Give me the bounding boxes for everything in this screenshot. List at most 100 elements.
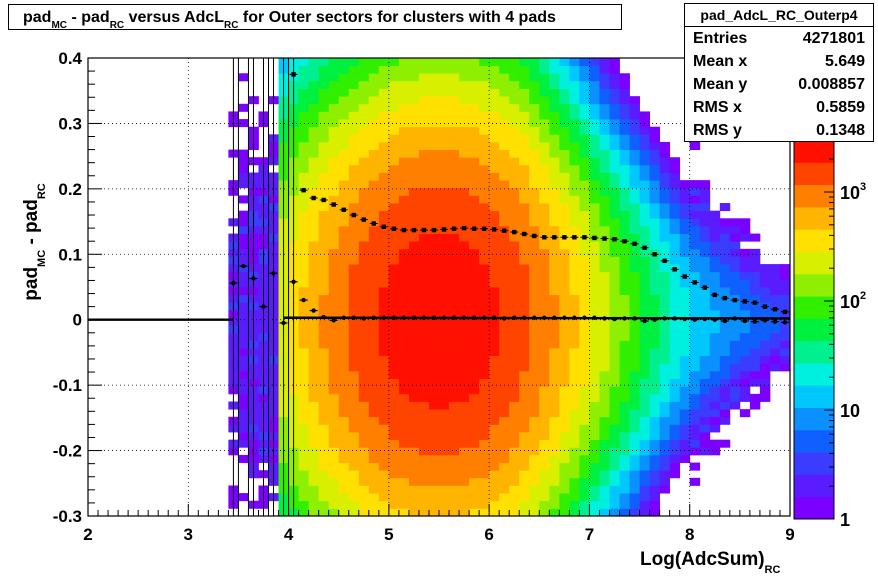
heatmap-cell	[308, 164, 320, 173]
heatmap-cell	[308, 325, 320, 334]
heatmap-cell	[368, 203, 380, 212]
heatmap-cell	[378, 424, 390, 433]
heatmap-cell	[408, 126, 420, 135]
heatmap-cell	[308, 309, 320, 318]
heatmap-cell	[649, 493, 661, 502]
heatmap-cell	[509, 172, 520, 181]
heatmap-cell	[699, 439, 711, 448]
heatmap-cell	[499, 477, 510, 486]
heatmap-cell	[599, 218, 610, 227]
heatmap-cell	[609, 386, 620, 395]
heatmap-cell	[338, 493, 350, 502]
heatmap-cell	[669, 363, 681, 372]
heatmap-cell	[659, 317, 671, 326]
heatmap-cell	[459, 401, 470, 410]
heatmap-cell	[579, 256, 590, 265]
heatmap-cell	[308, 439, 320, 448]
heatmap-cell	[619, 500, 630, 509]
heatmap-cell	[469, 355, 480, 364]
heatmap-cell	[519, 340, 530, 349]
heatmap-cell	[569, 126, 580, 135]
heatmap-cell	[459, 439, 470, 448]
heatmap-cell	[639, 416, 650, 425]
heatmap-cell	[308, 256, 320, 265]
heatmap-cell	[348, 363, 360, 372]
heatmap-cell	[238, 378, 249, 387]
heatmap-cell	[699, 218, 711, 227]
heatmap-cell	[338, 294, 350, 303]
heatmap-cell	[529, 111, 540, 120]
heatmap-cell	[368, 409, 380, 418]
heatmap-cell	[378, 111, 390, 120]
heatmap-cell	[428, 271, 440, 280]
mean-point-marker	[331, 318, 336, 323]
heatmap-cell	[539, 409, 550, 418]
heatmap-cell	[469, 416, 480, 425]
heatmap-cell	[609, 500, 620, 509]
heatmap-cell	[388, 401, 400, 410]
heatmap-cell	[408, 279, 420, 288]
heatmap-cell	[348, 508, 360, 517]
heatmap-cell	[469, 432, 480, 441]
heatmap-cell	[599, 134, 610, 143]
heatmap-cell	[308, 119, 320, 128]
heatmap-cell	[368, 462, 380, 471]
heatmap-cell	[539, 134, 550, 143]
heatmap-cell	[388, 187, 400, 196]
heatmap-cell	[669, 439, 681, 448]
heatmap-cell	[338, 416, 350, 425]
heatmap-cell	[449, 65, 460, 74]
heatmap-cell	[709, 271, 721, 280]
heatmap-cell	[589, 180, 600, 189]
heatmap-cell	[469, 439, 480, 448]
heatmap-cell	[629, 355, 640, 364]
heatmap-cell	[669, 241, 681, 250]
heatmap-cell	[378, 447, 390, 456]
heatmap-cell	[328, 157, 340, 166]
mean-point-marker	[411, 315, 417, 320]
heatmap-cell	[579, 416, 590, 425]
heatmap-cell	[519, 157, 530, 166]
heatmap-cell	[529, 401, 540, 410]
heatmap-cell	[408, 454, 420, 463]
heatmap-cell	[338, 195, 350, 204]
mean-point-marker	[512, 315, 517, 320]
heatmap-cell	[459, 287, 470, 296]
heatmap-cell	[418, 493, 430, 502]
heatmap-cell	[699, 447, 711, 456]
stats-row-rms-x: RMS x 0.5859	[693, 99, 865, 116]
heatmap-cell	[428, 58, 440, 67]
heatmap-cell	[428, 180, 440, 189]
y-tick-label: -0.2	[53, 442, 82, 461]
heatmap-cell	[529, 424, 540, 433]
heatmap-cell	[739, 348, 751, 357]
heatmap-cell	[609, 279, 620, 288]
heatmap-cell	[348, 416, 360, 425]
heatmap-cell	[238, 340, 249, 349]
heatmap-cell	[439, 355, 450, 364]
heatmap-cell	[559, 447, 570, 456]
heatmap-cell	[559, 203, 570, 212]
heatmap-cell	[459, 454, 470, 463]
heatmap-cell	[629, 332, 640, 341]
heatmap-cell	[439, 58, 450, 67]
heatmap-cell	[378, 439, 390, 448]
heatmap-cell	[408, 58, 420, 67]
heatmap-cell	[358, 279, 370, 288]
heatmap-cell	[609, 309, 620, 318]
heatmap-cell	[639, 462, 650, 471]
heatmap-cell	[428, 294, 440, 303]
heatmap-cell	[629, 317, 640, 326]
heatmap-cell	[388, 432, 400, 441]
heatmap-cell	[308, 134, 320, 143]
heatmap-cell	[388, 416, 400, 425]
heatmap-cell	[298, 218, 310, 227]
heatmap-cell	[549, 386, 560, 395]
heatmap-cell	[629, 439, 640, 448]
heatmap-cell	[719, 271, 731, 280]
heatmap-cell	[619, 485, 630, 494]
heatmap-cell	[599, 317, 610, 326]
heatmap-cell	[679, 256, 691, 265]
heatmap-cell	[238, 416, 249, 425]
heatmap-cell	[449, 363, 460, 372]
